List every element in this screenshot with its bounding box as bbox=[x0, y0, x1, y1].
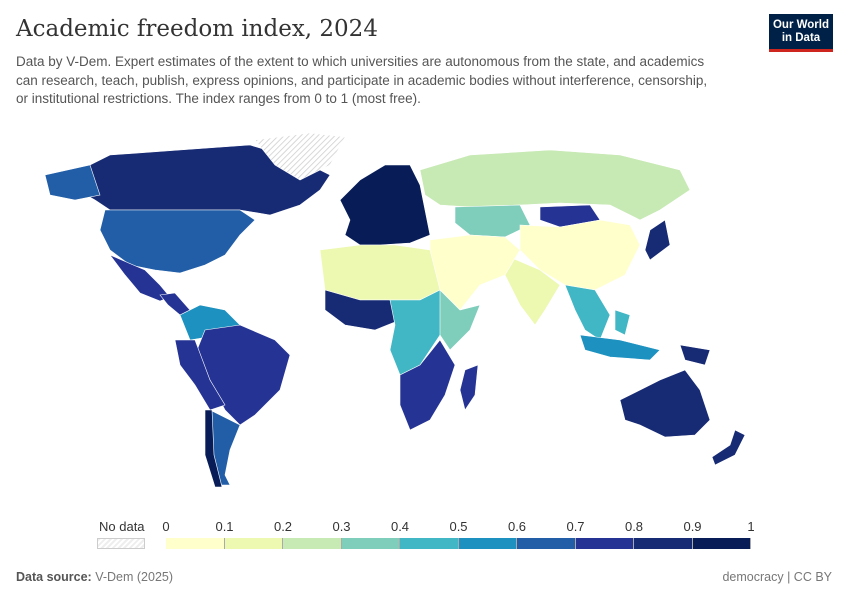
region-russia[interactable] bbox=[419, 149, 691, 221]
legend-no-data-label: No data bbox=[99, 519, 145, 534]
legend-tick: 0.2 bbox=[273, 519, 293, 534]
world-map bbox=[44, 132, 746, 488]
legend-bin[interactable] bbox=[400, 538, 459, 549]
region-united-states[interactable] bbox=[44, 164, 256, 274]
subtitle: Data by V-Dem. Expert estimates of the e… bbox=[16, 54, 708, 106]
region-papua-new-guinea[interactable] bbox=[679, 344, 711, 366]
region-chile[interactable] bbox=[204, 409, 223, 488]
region-north-africa[interactable] bbox=[319, 244, 441, 301]
legend-tick: 1 bbox=[747, 519, 755, 534]
legend-tick: 0.1 bbox=[215, 519, 234, 534]
legend-tick: 0.5 bbox=[449, 519, 468, 534]
region-japan[interactable] bbox=[644, 219, 671, 261]
source-label: Data source: bbox=[16, 570, 92, 584]
region-greenland[interactable] bbox=[254, 132, 346, 181]
region-central-africa[interactable] bbox=[389, 289, 456, 376]
legend-bin[interactable] bbox=[517, 538, 576, 549]
region-india[interactable] bbox=[504, 254, 561, 326]
legend-tick: 0.4 bbox=[390, 519, 410, 534]
region-southern-africa[interactable] bbox=[399, 339, 456, 431]
legend-no-data-swatch bbox=[97, 538, 145, 549]
license[interactable]: democracy | CC BY bbox=[722, 570, 832, 584]
legend-tick: 0.6 bbox=[507, 519, 527, 534]
region-madagascar[interactable] bbox=[459, 364, 479, 411]
legend: No data 0 0.1 0.2 0.3 0.4 0.5 0.6 0.7 0.8 0.9 1 bbox=[0, 515, 850, 555]
legend-tick: 0.7 bbox=[566, 519, 585, 534]
page-title: Academic freedom index, 2024 bbox=[16, 16, 378, 42]
legend-bin[interactable] bbox=[283, 538, 342, 549]
region-east-africa[interactable] bbox=[439, 289, 481, 351]
region-new-zealand[interactable] bbox=[711, 429, 746, 466]
legend-tick: 0 bbox=[162, 519, 170, 534]
region-kazakhstan[interactable] bbox=[454, 204, 531, 238]
region-china[interactable] bbox=[519, 219, 641, 291]
region-central-america[interactable] bbox=[159, 292, 191, 316]
legend-bin[interactable] bbox=[458, 538, 517, 549]
legend-bin[interactable] bbox=[692, 538, 751, 549]
legend-bin[interactable] bbox=[575, 538, 634, 549]
region-australia[interactable] bbox=[619, 369, 711, 438]
legend-tick: 0.3 bbox=[332, 519, 351, 534]
legend-tick: 0.8 bbox=[624, 519, 644, 534]
region-western-europe[interactable] bbox=[339, 164, 431, 246]
legend-bin[interactable] bbox=[166, 538, 225, 549]
region-west-africa[interactable] bbox=[324, 289, 401, 331]
legend-bin[interactable] bbox=[224, 538, 283, 549]
region-southeast-asia[interactable] bbox=[564, 284, 631, 341]
region-indonesia[interactable] bbox=[579, 334, 661, 361]
legend-tick: 0.9 bbox=[683, 519, 702, 534]
source-link[interactable]: V-Dem (2025) bbox=[95, 570, 174, 584]
legend-bin[interactable] bbox=[341, 538, 400, 549]
legend-bin[interactable] bbox=[634, 538, 693, 549]
data-source: Data source: V-Dem (2025) bbox=[16, 570, 173, 584]
region-peru-bolivia[interactable] bbox=[174, 339, 226, 411]
owid-logo[interactable]: Our World in Data bbox=[769, 14, 833, 52]
